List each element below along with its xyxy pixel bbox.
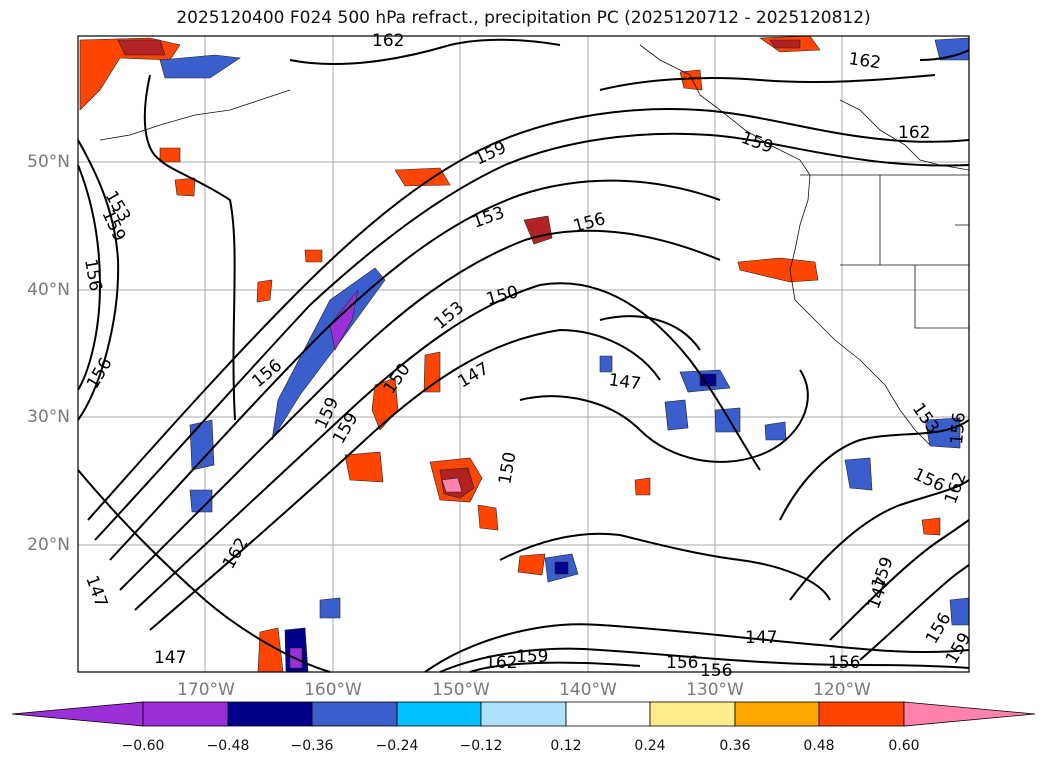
colorbar-tick-label: −0.12 [459,738,503,754]
refractivity-contours [77,38,970,673]
colorbar-tick-label: −0.36 [290,738,334,754]
colorbar-segment [649,701,736,727]
contour-label: 162 [847,49,882,73]
contour-label: 162 [485,653,517,673]
contour-label: 162 [372,31,404,51]
colorbar-tick-label: −0.48 [206,738,250,754]
lat-label-40n: 40°N [27,280,70,300]
lon-label-170w: 170°W [177,680,235,700]
colorbar-segment [565,701,651,727]
colorbar-segment [818,701,905,727]
contour-label: 156 [828,653,860,673]
precip-negative-patches [159,37,970,673]
colorbar-tick-label: 0.60 [888,738,920,754]
lat-label-20n: 20°N [27,535,70,555]
colorbar-tick-label: 0.48 [803,738,835,754]
lon-label-140w: 140°W [559,680,617,700]
contour-label: 147 [745,628,777,648]
contour-label: 147 [154,648,186,668]
lon-label-150w: 150°W [432,680,490,700]
map-frame [77,35,970,673]
colorbar-segment [396,701,482,727]
contour-label: 162 [898,123,930,143]
colorbar-segment [142,701,229,727]
colorbar [11,701,1036,727]
lat-label-30n: 30°N [27,407,70,427]
colorbar-extend-high [903,701,1036,727]
colorbar-segment [227,701,313,727]
colorbar-segment [311,701,398,727]
colorbar-segment [734,701,820,727]
lon-label-120w: 120°W [813,680,871,700]
colorbar-tick-label: −0.60 [121,738,165,754]
colorbar-tick-label: 0.24 [634,738,666,754]
contour-label: 156 [700,661,732,681]
contour-label: 156 [947,411,970,445]
lon-label-160w: 160°W [304,680,362,700]
lat-label-50n: 50°N [27,152,70,172]
colorbar-tick-label: 0.36 [719,738,751,754]
contour-label: 159 [516,647,548,667]
contour-label: 156 [666,653,698,673]
contour-label: 147 [607,370,642,394]
colorbar-extend-low [11,701,144,727]
colorbar-tick-label: 0.12 [550,738,582,754]
lon-label-130w: 130°W [686,680,744,700]
colorbar-tick-label: −0.24 [375,738,419,754]
colorbar-segment [480,701,567,727]
map-title: 2025120400 F024 500 hPa refract., precip… [176,8,871,28]
